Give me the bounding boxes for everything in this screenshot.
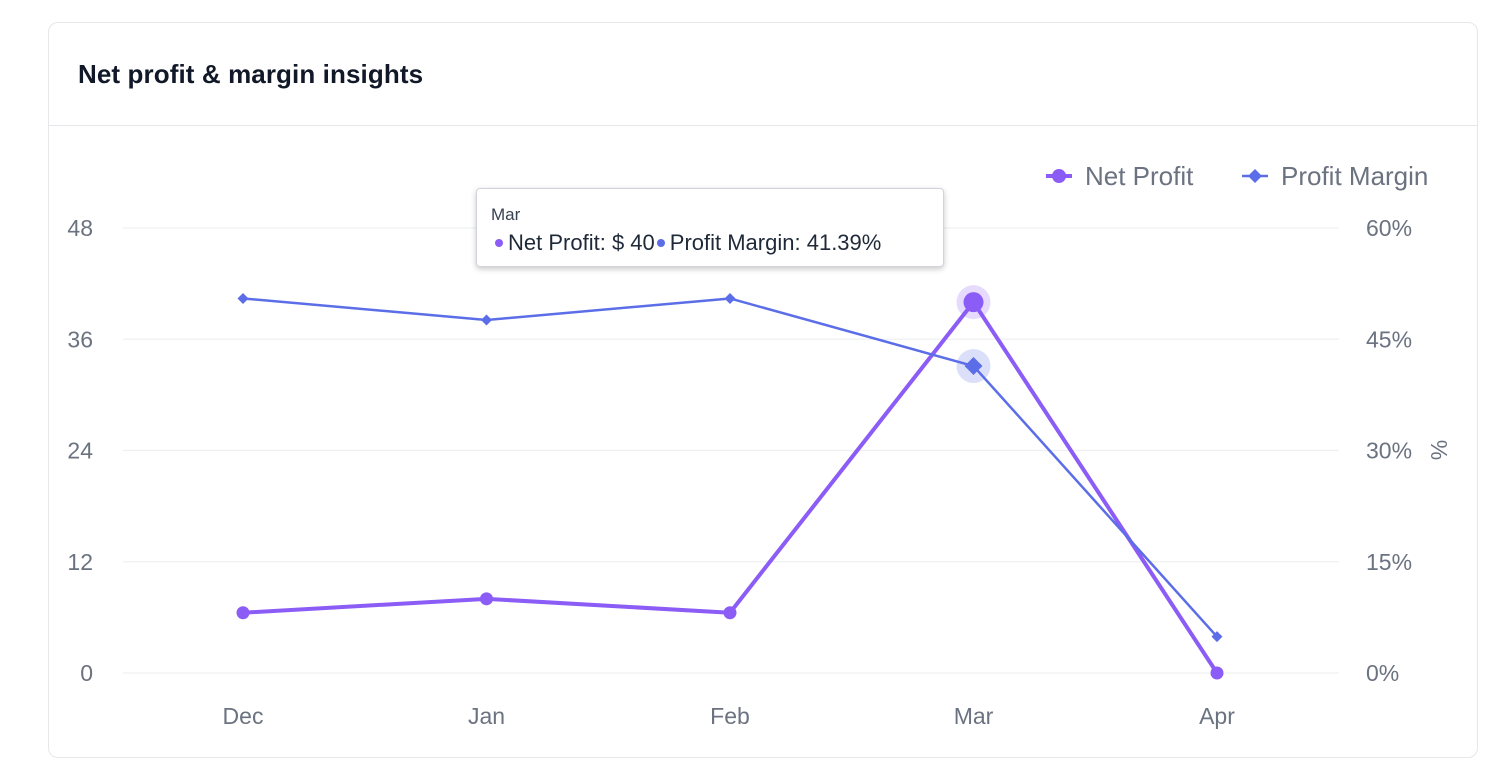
y-left-tick-label: 48 [67,215,93,241]
legend-net-profit-marker [1052,169,1066,183]
x-tick-label: Feb [710,703,750,729]
y-left-tick-label: 12 [67,549,93,575]
net-profit-point [236,606,250,620]
y-left-tick-label: 0 [80,660,93,686]
tooltip-title: Mar [491,205,521,224]
net-profit-point [723,606,737,620]
tooltip-values: Net Profit: $ 40 Profit Margin: 41.39% [491,229,943,257]
y-right-tick-label: 30% [1366,438,1412,464]
profit-margin-point [481,314,492,326]
net-profit-point [963,292,984,313]
net-profit-point [1210,666,1224,680]
profit-margin-point [724,292,736,304]
tooltip-net-profit-label: Net Profit: [508,230,606,255]
y-right-tick-label: 0% [1366,660,1399,686]
legend-profit-margin-marker [1248,169,1262,183]
tooltip-profit-margin-value: 41.39% [806,230,882,255]
tooltip-profit-margin-label: Profit Margin: [669,230,801,255]
x-tick-label: Apr [1199,703,1235,729]
y-right-axis-title: % [1426,440,1452,460]
legend-net-profit-label[interactable]: Net Profit [1085,161,1194,191]
x-tick-label: Jan [468,703,505,729]
y-left-tick-label: 24 [67,438,93,464]
y-right-tick-label: 45% [1366,326,1412,352]
profit-margin-dot-icon [656,238,665,247]
net-profit-dot-icon [495,238,503,247]
y-left-tick-label: 36 [67,326,93,352]
card-header: Net profit & margin insights [49,23,1477,126]
chart-tooltip: Mar Net Profit: $ 40 Profit Margin: 41.39… [476,188,944,267]
profit-margin-point [964,357,983,376]
profit-margin-point [237,292,249,304]
y-right-tick-label: 15% [1366,549,1412,575]
profit-margin-line [241,297,1219,638]
x-tick-label: Mar [954,703,994,729]
card-title: Net profit & margin insights [78,59,424,89]
x-tick-label: Dec [223,703,264,729]
legend-profit-margin-label[interactable]: Profit Margin [1281,161,1428,191]
profit-margin-point [1211,631,1223,643]
chart-card: Net profit & margin insights 0 12 24 36 48 0%… [48,22,1478,758]
net-profit-point [480,592,493,606]
y-right-tick-label: 60% [1366,215,1412,241]
tooltip-net-profit-value: $ 40 [611,230,655,255]
